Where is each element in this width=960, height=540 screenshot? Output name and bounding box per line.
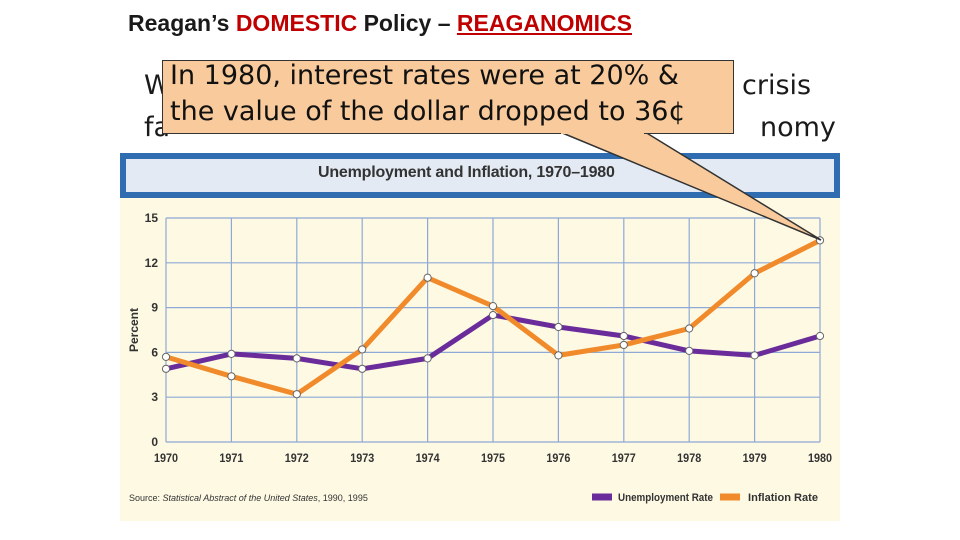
slide-title: Reagan’s DOMESTIC Policy – REAGANOMICS bbox=[128, 10, 632, 37]
chart-title: Unemployment and Inflation, 1970–1980 bbox=[318, 164, 615, 181]
callout-arrow bbox=[559, 131, 822, 241]
title-prefix: Reagan’s bbox=[128, 10, 236, 36]
callout-box bbox=[162, 60, 734, 134]
title-mid: Policy – bbox=[357, 10, 457, 36]
body-text-line1-right: crisis bbox=[742, 70, 812, 101]
chart-source: Source: Statistical Abstract of the Unit… bbox=[129, 493, 368, 503]
title-accent: DOMESTIC bbox=[235, 10, 358, 36]
title-link[interactable]: REAGANOMICS bbox=[456, 10, 632, 36]
callout-line2: the value of the dollar dropped to 36¢ bbox=[170, 96, 686, 127]
body-text-line2-right: nomy bbox=[760, 112, 836, 143]
callout-line1: In 1980, interest rates were at 20% & bbox=[170, 60, 679, 91]
